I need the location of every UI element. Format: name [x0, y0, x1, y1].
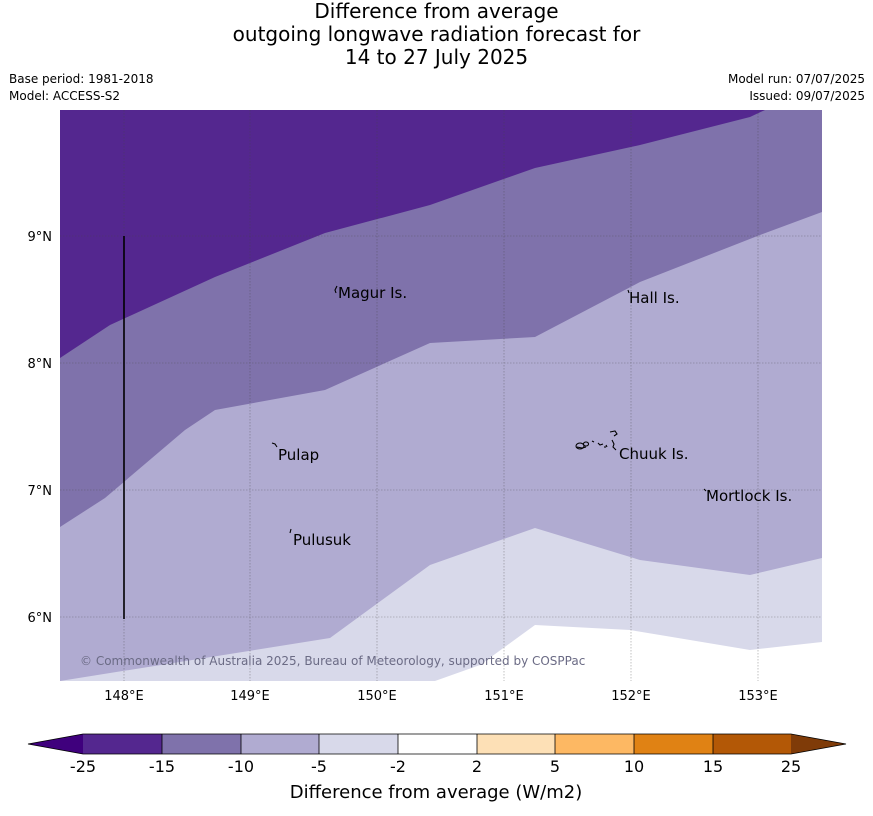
hall-island-shape	[627, 289, 630, 294]
lon-tick-149e: 149°E	[230, 689, 270, 704]
lat-tick-9n: 9°N	[28, 230, 53, 245]
pulusuk-island-shape	[289, 528, 292, 534]
title-line-1: Difference from average	[314, 0, 559, 23]
place-labels: Magur Is. Hall Is. Pulap Chuuk Is. Mortl…	[278, 284, 792, 549]
lat-tick-6n: 6°N	[28, 611, 53, 626]
chuuk-lagoon-shape	[575, 430, 618, 451]
colorbar-tick: -25	[70, 757, 96, 776]
colorbar-extend-high	[791, 734, 846, 754]
colorbar-tick: -15	[149, 757, 175, 776]
band-minus25	[60, 110, 765, 358]
place-label-pulap: Pulap	[278, 446, 319, 464]
lon-tick-151e: 151°E	[484, 689, 524, 704]
colorbar-tick: 10	[624, 757, 644, 776]
copyright-text: © Commonwealth of Australia 2025, Bureau…	[80, 654, 585, 668]
colorbar-seg-8	[634, 734, 713, 754]
colorbar-tick: -10	[228, 757, 254, 776]
colorbar-seg-1	[83, 734, 162, 754]
colorbar-outline	[27, 733, 847, 755]
lon-tick-153e: 153°E	[738, 689, 778, 704]
pulap-island-shape	[271, 442, 278, 448]
lat-tick-8n: 8°N	[28, 357, 53, 372]
colorbar-seg-3	[241, 734, 319, 754]
base-period: Base period: 1981-2018	[9, 72, 154, 86]
colorbar-seg-7	[555, 734, 634, 754]
lon-tick-labels: 148°E 149°E 150°E 151°E 152°E 153°E	[104, 689, 778, 704]
lon-tick-148e: 148°E	[104, 689, 144, 704]
place-label-pulusuk: Pulusuk	[293, 531, 351, 549]
colorbar-label: Difference from average (W/m2)	[290, 782, 582, 803]
colorbar-seg-4	[319, 734, 398, 754]
map-area: Magur Is. Hall Is. Pulap Chuuk Is. Mortl…	[60, 110, 822, 681]
colorbar-seg-2	[162, 734, 241, 754]
lat-tick-labels: 9°N 8°N 7°N 6°N	[28, 230, 53, 626]
colorbar-tick: -5	[311, 757, 327, 776]
meta-right: Model run: 07/07/2025 Issued: 09/07/2025	[728, 71, 865, 105]
model-name: Model: ACCESS-S2	[9, 89, 121, 103]
colorbar-seg-5	[398, 734, 477, 754]
title-line-2: outgoing longwave radiation forecast for	[232, 22, 641, 46]
colorbar-tick: 5	[550, 757, 560, 776]
lat-tick-7n: 7°N	[28, 484, 53, 499]
place-label-hall: Hall Is.	[629, 289, 680, 307]
meta-left: Base period: 1981-2018 Model: ACCESS-S2	[9, 71, 154, 105]
magur-island-shape	[334, 285, 338, 294]
colorbar-tick: 15	[703, 757, 723, 776]
place-label-magur: Magur Is.	[338, 284, 407, 302]
place-label-mortlock: Mortlock Is.	[706, 487, 792, 505]
island-outlines	[271, 285, 707, 534]
issued-date: Issued: 09/07/2025	[749, 89, 865, 103]
mortlock-island-shape	[703, 488, 707, 492]
model-run: Model run: 07/07/2025	[727, 72, 865, 86]
colorbar-tick: 25	[781, 757, 801, 776]
lon-tick-150e: 150°E	[357, 689, 397, 704]
chart-title: Difference from average outgoing longwav…	[0, 0, 873, 69]
title-line-3: 14 to 27 July 2025	[344, 45, 529, 69]
colorbar-tick: 2	[472, 757, 482, 776]
colorbar-seg-6	[477, 734, 555, 754]
colorbar-extend-low	[28, 734, 83, 754]
place-label-chuuk: Chuuk Is.	[619, 445, 688, 463]
colorbar-tick-labels: -25 -15 -10 -5 -2 2 5 10 15 25	[70, 757, 801, 776]
colorbar-tick: -2	[390, 757, 406, 776]
lon-tick-152e: 152°E	[611, 689, 651, 704]
colorbar-seg-9	[713, 734, 791, 754]
colorbar: -25 -15 -10 -5 -2 2 5 10 15 25 Differenc…	[27, 733, 847, 803]
